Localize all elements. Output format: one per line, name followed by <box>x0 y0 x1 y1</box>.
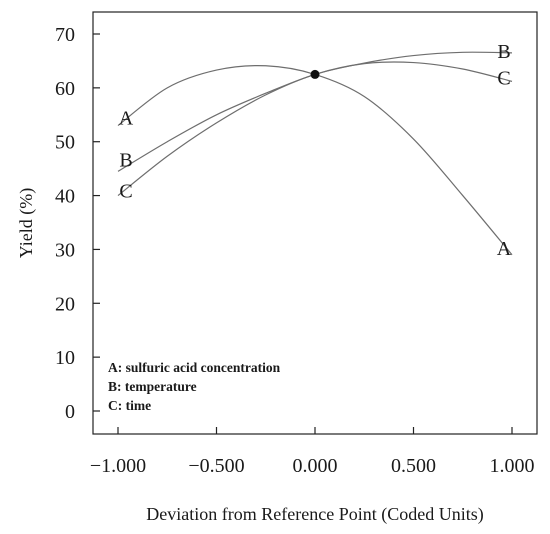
legend-entry-a: A: sulfuric acid concentration <box>108 360 281 375</box>
x-tick-label: −1.000 <box>90 455 146 477</box>
y-tick-label: 40 <box>55 186 75 208</box>
axis-ticks-group: 0 10 20 30 40 50 60 70 −1.000 −0.500 0.000 0.500 1.0… <box>55 24 535 477</box>
curve-label-b-left: B <box>119 149 132 171</box>
y-tick-label: 30 <box>55 239 75 261</box>
y-tick-label: 60 <box>55 78 75 100</box>
y-tick-label: 20 <box>55 293 75 315</box>
curves-group <box>117 51 513 256</box>
curve-label-a-right: A <box>497 238 512 260</box>
x-tick-label: 1.000 <box>490 455 535 477</box>
legend-entry-c: C: time <box>108 398 151 413</box>
curve-c <box>117 61 513 197</box>
curve-label-a-left: A <box>119 108 134 130</box>
x-tick-label: 0.000 <box>293 455 338 477</box>
y-axis-title: Yield (%) <box>16 188 37 258</box>
curve-label-c-right: C <box>497 67 510 89</box>
y-tick-label: 10 <box>55 347 75 369</box>
curve-a <box>117 65 513 256</box>
reference-point-marker <box>310 69 320 79</box>
curve-label-c-left: C <box>119 181 132 203</box>
x-tick-label: −0.500 <box>188 455 244 477</box>
y-tick-label: 0 <box>65 401 75 423</box>
y-tick-label: 50 <box>55 132 75 154</box>
x-axis-title: Deviation from Reference Point (Coded Un… <box>146 504 483 525</box>
legend: A: sulfuric acid concentration B: temper… <box>108 360 281 413</box>
curve-label-b-right: B <box>497 41 510 63</box>
legend-entry-b: B: temperature <box>108 379 197 394</box>
y-tick-label: 70 <box>55 24 75 46</box>
x-tick-label: 0.500 <box>391 455 436 477</box>
